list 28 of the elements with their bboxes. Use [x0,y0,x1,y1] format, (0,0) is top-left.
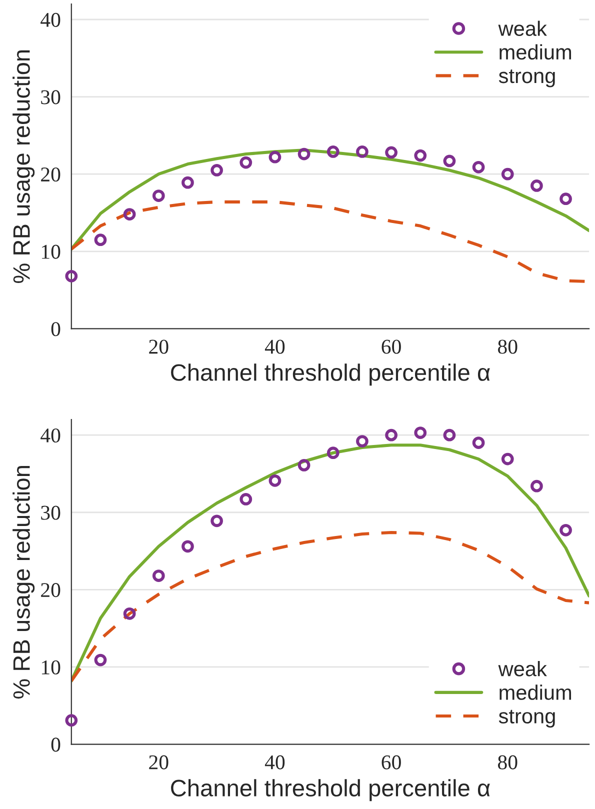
x-tick-label: 60 [382,755,401,770]
x-axis-title: Channel threshold percentile α [171,779,490,802]
legend-label: strong [498,70,555,88]
y-tick-label: 40 [40,428,60,443]
y-tick-label: 0 [51,738,60,752]
y-axis-title: % RB usage reduction [12,466,35,699]
x-tick-label: 20 [149,340,168,354]
y-tick-label: 0 [51,322,60,336]
x-axis-title: Channel threshold percentile α [171,364,490,386]
y-tick-label: 10 [42,244,60,259]
x-tick-label: 80 [498,340,518,354]
legend-label: strong [498,710,555,728]
y-axis-title: % RB usage reduction [12,50,35,283]
x-tick-label: 20 [149,755,168,770]
y-tick-label: 20 [41,167,60,182]
y-tick-label: 30 [41,506,60,520]
legend-label: medium [500,44,572,60]
y-tick-label: 40 [40,12,60,27]
y-tick-label: 20 [41,583,60,598]
x-tick-label: 60 [382,340,401,354]
legend-label: medium [500,684,572,700]
y-tick-label: 30 [41,90,60,104]
legend-label: weak [498,20,547,36]
x-tick-label: 80 [498,755,518,770]
x-tick-label: 40 [264,755,285,770]
x-tick-label: 40 [264,340,285,354]
y-tick-label: 10 [42,660,60,674]
legend-label: weak [498,661,547,676]
